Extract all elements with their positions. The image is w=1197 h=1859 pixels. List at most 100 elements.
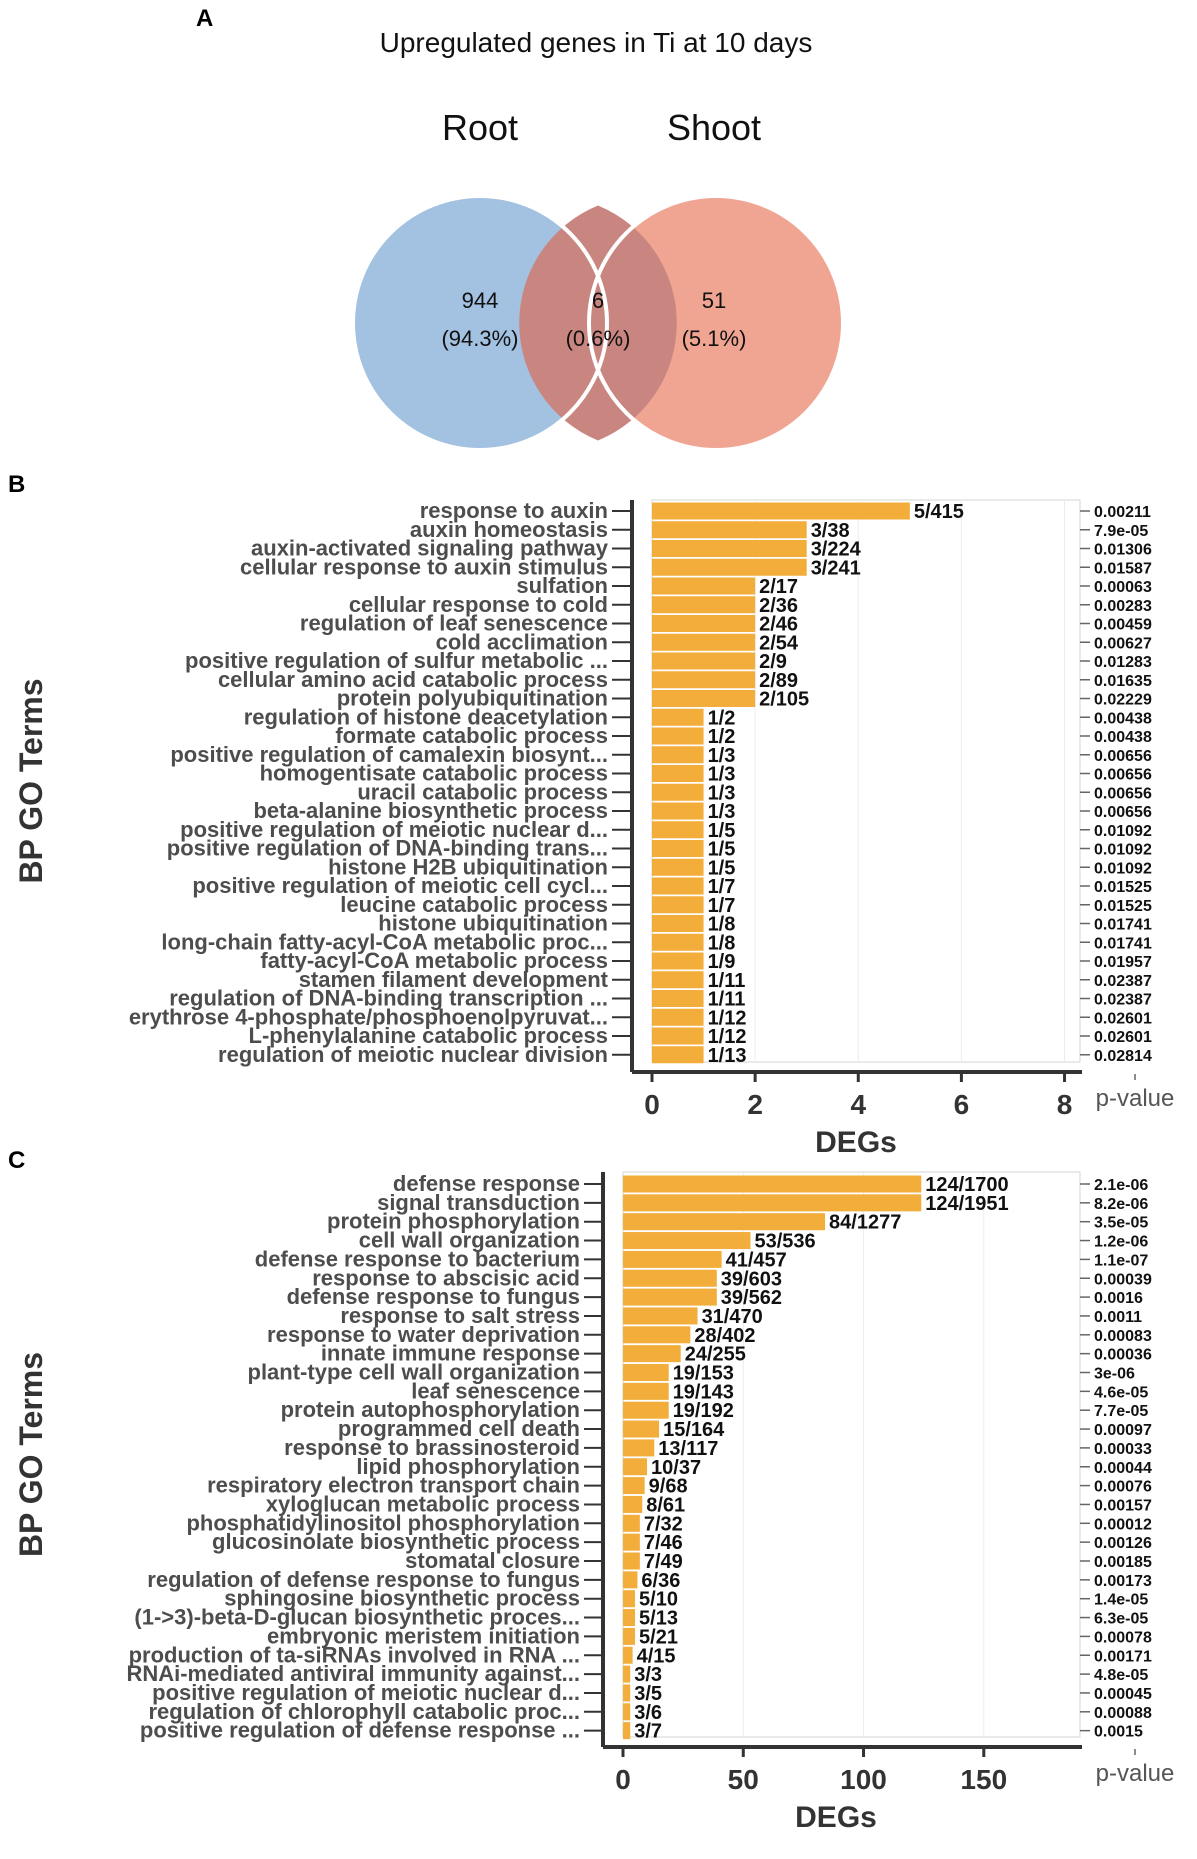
bar-label: 124/1700: [925, 1174, 1008, 1196]
term-label: cellular response to cold: [349, 592, 608, 617]
pvalue-label: 0.00033: [1094, 1441, 1152, 1458]
bar-label: 1/3: [708, 801, 736, 823]
term-label: histone H2B ubiquitination: [328, 854, 608, 879]
bar-label: 7/49: [644, 1551, 683, 1573]
pvalue-label: 0.00083: [1094, 1328, 1152, 1345]
venn-overlap-count: 6: [592, 288, 604, 313]
bar: [652, 746, 704, 764]
bar: [652, 1008, 704, 1026]
pvalue-label: 0.00438: [1094, 710, 1152, 727]
bar-label: 53/536: [754, 1231, 815, 1253]
pvalue-label: 0.00012: [1094, 1516, 1152, 1533]
term-label: programmed cell death: [338, 1416, 580, 1441]
bar: [652, 708, 704, 726]
bar: [623, 1684, 631, 1702]
bar: [623, 1552, 640, 1570]
bar-label: 1/3: [708, 745, 736, 767]
bar-label: 7/32: [644, 1513, 683, 1535]
venn-root-outline: [351, 194, 609, 452]
pvalue-label: 0.01635: [1094, 673, 1152, 690]
bar-label: 31/470: [702, 1306, 763, 1328]
venn-overlap-region: [519, 205, 677, 441]
bar-label: 2/89: [759, 670, 798, 692]
bar-label: 3/38: [811, 520, 850, 542]
term-label: (1->3)-beta-D-glucan biosynthetic proces…: [134, 1605, 580, 1630]
bar-label: 1/9: [708, 951, 736, 973]
bar: [652, 690, 756, 707]
bar-label: 2/46: [759, 614, 798, 636]
bar-label: 3/5: [634, 1683, 662, 1705]
bar-label: 3/3: [634, 1664, 662, 1686]
bar-label: 39/562: [721, 1287, 782, 1309]
bar-label: 4/15: [637, 1645, 676, 1667]
term-label: histone ubiquitination: [378, 911, 608, 936]
pvalue-label: 0.02814: [1094, 1048, 1152, 1065]
bar: [623, 1627, 636, 1645]
x-axis-title: DEGs: [815, 1126, 897, 1159]
bar: [652, 671, 756, 689]
pvalue-label: 0.01283: [1094, 654, 1152, 671]
term-label: fatty-acyl-CoA metabolic process: [260, 948, 608, 973]
pvalue-label: 1.2e-06: [1094, 1234, 1148, 1251]
bar-label: 1/3: [708, 764, 736, 786]
term-label: protein polyubiquitination: [337, 686, 608, 711]
bar-label: 1/5: [708, 857, 736, 879]
pvalue-label: 0.01587: [1094, 560, 1152, 577]
bar-chart-b: B 5/415 response to auxin 0.00211 3/38 auxin …: [8, 471, 1174, 1159]
pvalue-label: 0.01525: [1094, 898, 1152, 915]
x-axis-title: DEGs: [795, 1801, 877, 1834]
bar: [623, 1533, 640, 1551]
panel-letter-c: C: [8, 1147, 25, 1174]
term-label: positive regulation of sulfur metabolic …: [185, 648, 608, 673]
term-label: leaf senescence: [411, 1378, 580, 1403]
venn-diagram: A Upregulated genes in Ti at 10 days Roo…: [196, 5, 845, 452]
bar: [623, 1382, 669, 1400]
term-label: stamen filament development: [299, 967, 609, 992]
pvalue-label: 6.3e-05: [1094, 1611, 1148, 1628]
term-label: regulation of defense response to fungus: [147, 1567, 580, 1592]
bar-label: 3/241: [811, 557, 861, 579]
bar: [652, 821, 704, 839]
pvalue-label: 1.4e-05: [1094, 1592, 1148, 1609]
bar-label: 1/11: [708, 989, 746, 1011]
pvalue-label: 0.00171: [1094, 1648, 1152, 1665]
bar-label: 8/61: [646, 1494, 685, 1516]
term-label: protein phosphorylation: [327, 1209, 580, 1234]
pvalue-label: 0.01092: [1094, 860, 1152, 877]
bar: [652, 558, 807, 576]
x-tick-label: 0: [644, 1089, 660, 1120]
pvalue-label: 0.01741: [1094, 917, 1152, 934]
pvalue-label: 0.00173: [1094, 1573, 1152, 1590]
venn-shoot-outline: [587, 194, 845, 452]
term-label: regulation of meiotic nuclear division: [218, 1042, 608, 1067]
pvalue-label: 0.0011: [1094, 1309, 1142, 1326]
pvalue-label: 0.00126: [1094, 1535, 1152, 1552]
bar-label: 5/13: [639, 1608, 678, 1630]
bar-label: 1/7: [708, 895, 736, 917]
venn-root-percent: (94.3%): [441, 326, 518, 351]
term-label: response to water deprivation: [267, 1322, 580, 1347]
term-label: lipid phosphorylation: [356, 1454, 580, 1479]
term-label: defense response: [393, 1171, 580, 1196]
bar: [623, 1722, 631, 1740]
bar: [652, 1046, 704, 1064]
pvalue-label: 0.00185: [1094, 1554, 1152, 1571]
term-label: regulation of histone deacetylation: [244, 704, 608, 729]
term-label: respiratory electron transport chain: [207, 1473, 580, 1498]
bar-label: 19/192: [673, 1400, 734, 1422]
term-label: regulation of leaf senescence: [300, 611, 608, 636]
pvalue-label: 1.1e-07: [1094, 1252, 1148, 1269]
term-label: innate immune response: [321, 1341, 580, 1366]
term-label: protein autophosphorylation: [281, 1397, 580, 1422]
pvalue-label: 0.00656: [1094, 767, 1152, 784]
bar-label: 1/12: [708, 1007, 747, 1029]
bar: [652, 727, 704, 745]
pvalue-label: 0.01957: [1094, 954, 1152, 971]
bar-label: 2/9: [759, 651, 787, 673]
term-label: positive regulation of meiotic nuclear d…: [152, 1680, 580, 1705]
bar: [623, 1420, 660, 1438]
term-label: leucine catabolic process: [340, 892, 608, 917]
pvalue-label: 0.01092: [1094, 823, 1152, 840]
term-label: response to brassinosteroid: [284, 1435, 580, 1460]
pvalue-label: 0.00459: [1094, 617, 1152, 634]
